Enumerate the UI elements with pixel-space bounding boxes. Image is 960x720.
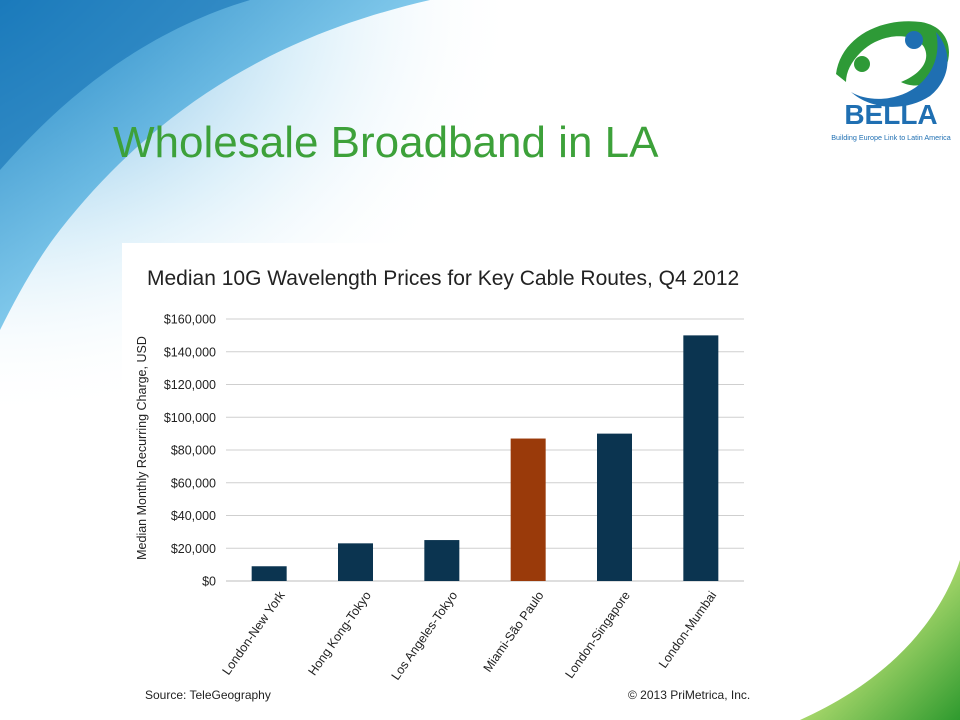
x-tick-label: London-Singapore [562,589,632,681]
footer-source: Source: TeleGeography [145,688,271,702]
y-tick-label: $0 [202,575,216,589]
bar [424,540,460,581]
y-tick-label: $120,000 [164,378,216,392]
y-axis-ticks: $0 $20,000 $40,000 $60,000 $80,000 $100,000 $1… [164,313,216,589]
x-tick-label: Miami-São Paulo [481,589,547,675]
x-tick-label: Hong Kong-Tokyo [305,589,373,678]
slide-title: Wholesale Broadband in LA [113,118,659,167]
x-tick-label: Los Angeles-Tokyo [389,589,461,683]
y-tick-label: $60,000 [171,476,216,490]
x-tick-label: London-Mumbai [656,589,719,671]
bar [251,566,287,581]
x-tick-label: London-New York [220,588,288,677]
bar [338,543,373,581]
gridlines [226,318,744,582]
bar [597,433,632,581]
logo-dot-blue [905,31,923,49]
y-tick-label: $20,000 [171,542,216,556]
y-tick-label: $100,000 [164,411,216,425]
y-tick-label: $40,000 [171,509,216,523]
logo-wordmark: BELLA [844,99,937,130]
y-tick-label: $140,000 [164,345,216,359]
logo-dot-green [854,56,870,72]
y-tick-label: $80,000 [171,444,216,458]
chart-panel [122,243,790,710]
bella-logo: BELLA Building Europe Link to Latin Amer… [831,21,951,142]
bar [683,335,719,581]
footer-copyright: © 2013 PriMetrica, Inc. [628,688,751,702]
logo-tagline: Building Europe Link to Latin America [831,133,950,142]
y-tick-label: $160,000 [164,313,216,327]
bar [510,438,546,581]
y-axis-label: Median Monthly Recurring Charge, USD [135,336,149,560]
bars [251,335,719,581]
logo-arc-blue [851,32,948,107]
chart-title: Median 10G Wavelength Prices for Key Cab… [147,267,740,290]
x-axis-ticks: London-New York Hong Kong-Tokyo Los Angele… [220,588,720,683]
